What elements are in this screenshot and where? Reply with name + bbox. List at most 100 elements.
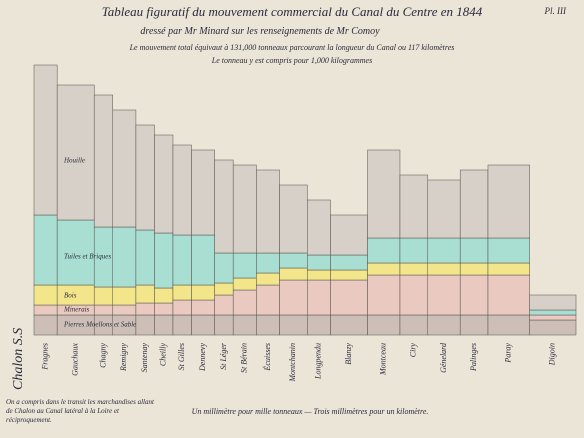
bar-segment	[256, 272, 280, 286]
bar-segment	[191, 234, 215, 286]
station-label: Montceau	[379, 343, 388, 376]
bar-segment	[256, 252, 280, 274]
bar-segment	[330, 279, 368, 316]
station-label: Fragnes	[40, 343, 49, 371]
bar-segment	[487, 314, 530, 336]
series-label: Minerais	[63, 306, 90, 314]
station-label: Cheilly	[159, 343, 168, 367]
bar-segment	[214, 314, 234, 336]
bar-segment	[330, 214, 368, 256]
bar-segment	[232, 164, 257, 254]
bar-segment	[399, 237, 429, 264]
scale-note: Un millimètre pour mille tonneaux — Troi…	[192, 407, 429, 416]
bar-segment	[232, 314, 257, 336]
bar-segment	[214, 282, 234, 296]
bar-segment	[232, 277, 257, 291]
station-label: Paray	[504, 343, 513, 364]
bar-segment	[367, 274, 401, 316]
bar-segment	[135, 284, 155, 304]
station-label: Digoin	[548, 343, 557, 366]
bar-segment	[232, 252, 257, 279]
bar-segment	[154, 302, 174, 316]
bar-segment	[135, 229, 155, 286]
bar-segment	[487, 164, 530, 239]
bar-segment	[307, 314, 331, 336]
bar-segment	[529, 294, 577, 311]
station-label: St Bérain	[240, 343, 249, 373]
bar-segment	[256, 284, 280, 316]
bar-segment	[399, 274, 429, 316]
bar-segment	[172, 284, 192, 301]
bar-segment	[154, 287, 174, 304]
bar-segment	[154, 314, 174, 336]
station-label: Longpendu	[314, 343, 323, 380]
bar-segment	[367, 237, 401, 264]
bar-segment	[93, 94, 114, 228]
series-label: Tuiles et Briques	[64, 253, 111, 261]
bar-segment	[279, 184, 308, 254]
bar-segment	[529, 309, 577, 316]
bar-segment	[427, 237, 461, 264]
bar-segment	[33, 314, 58, 336]
bar-segment	[112, 286, 137, 306]
bar-segment	[33, 214, 58, 286]
bar-segment	[172, 299, 192, 316]
bar-segment	[154, 232, 174, 289]
bar-segment	[279, 252, 308, 269]
bar-segment	[367, 262, 401, 276]
bar-segment	[56, 219, 95, 286]
station-label: Blanzy	[344, 343, 353, 365]
bar-segment	[330, 254, 368, 271]
bar-segment	[459, 274, 489, 316]
bar-segment	[172, 314, 192, 336]
station-label: Palinges	[469, 343, 478, 372]
bar-segment	[33, 64, 58, 216]
bar-segment	[93, 286, 114, 306]
bar-segment	[112, 109, 137, 228]
bar-segment	[135, 314, 155, 336]
bar-segment	[367, 149, 401, 239]
bar-segment	[93, 304, 114, 316]
bar-segment	[279, 279, 308, 316]
station-label: Santenay	[140, 343, 149, 373]
station-label: Gauchaux	[71, 343, 80, 376]
bar-segment	[427, 179, 461, 239]
station-label: Ciry	[409, 343, 418, 358]
bar-segment	[427, 314, 461, 336]
bar-segment	[214, 252, 234, 284]
bar-segment	[191, 284, 215, 301]
bar-segment	[459, 262, 489, 276]
footnote: On a compris dans le transit les marchan…	[6, 398, 154, 424]
bar-segment	[307, 279, 331, 316]
station-label: Écuisses	[262, 343, 272, 372]
station-label: Chagny	[98, 343, 107, 368]
bar-segment	[214, 159, 234, 254]
bar-segment	[529, 314, 577, 321]
bar-segment	[487, 262, 530, 276]
bar-segment	[399, 314, 429, 336]
series-label: Pierres Moellons et Sable	[63, 321, 136, 329]
bar-segment	[330, 269, 368, 281]
bar-segment	[256, 169, 280, 254]
bar-segment	[307, 254, 331, 271]
bar-segment	[487, 274, 530, 316]
bar-segment	[56, 84, 95, 221]
footnote-box: On a compris dans le transit les marchan…	[6, 398, 154, 424]
origin-label: Chalon S.S	[11, 328, 26, 390]
bar-segment	[427, 262, 461, 276]
bar-segment	[307, 269, 331, 281]
bar-segment	[154, 134, 174, 234]
bar-segment	[214, 294, 234, 316]
chart-title: Tableau figuratif du mouvement commercia…	[102, 4, 483, 19]
bar-segment	[529, 319, 577, 336]
bar-segment	[367, 314, 401, 336]
bar-segment	[279, 314, 308, 336]
station-label: Montchanin	[288, 343, 297, 383]
station-label: Remigny	[119, 343, 128, 372]
note: Le tonneau y est compris pour 1,000 kilo…	[211, 56, 372, 65]
bar-segment	[33, 304, 58, 316]
series-label: Houille	[63, 157, 85, 165]
bar-segment	[427, 274, 461, 316]
bar-segment	[459, 237, 489, 264]
